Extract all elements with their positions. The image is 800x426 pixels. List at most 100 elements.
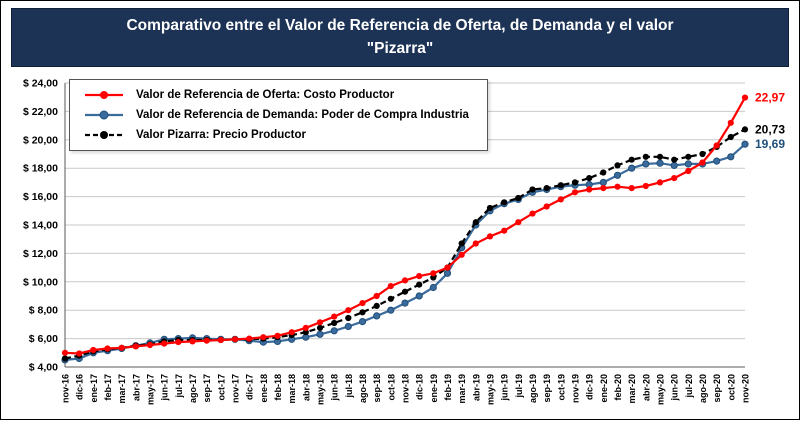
series-0-marker	[472, 239, 479, 247]
x-axis-tick-label: mar-19	[457, 374, 467, 404]
series-0-marker	[246, 335, 253, 342]
x-axis-tick-label: oct-19	[556, 374, 566, 401]
x-axis-tick-label: abr-18	[301, 374, 311, 401]
series-2-marker	[586, 174, 593, 181]
series-0-marker	[331, 313, 338, 320]
x-axis-tick-label: nov-16	[61, 374, 71, 403]
series-0-marker	[118, 344, 125, 351]
legend-marker	[100, 130, 108, 139]
series-0-marker	[387, 282, 394, 289]
x-axis-tick-label: oct-20	[726, 374, 736, 401]
x-axis-tick-label: jul-20	[684, 374, 694, 399]
end-value-label: 22,97	[755, 90, 785, 104]
y-axis-tick-label: $ 6,00	[29, 333, 58, 345]
series-0-marker	[444, 264, 451, 271]
series-2-marker	[671, 156, 678, 163]
x-axis-tick-label: ago-19	[528, 374, 538, 403]
series-2-marker	[316, 324, 324, 331]
x-axis-tick-label: may-19	[486, 374, 496, 405]
series-1-marker	[727, 152, 735, 160]
series-2-marker	[401, 288, 409, 295]
series-0-marker	[104, 344, 111, 352]
series-0-marker	[458, 251, 465, 258]
series-1-marker	[628, 164, 636, 172]
series-0-marker	[288, 328, 295, 335]
x-axis-tick-label: ene-20	[599, 374, 609, 403]
line-chart: $ 4,00 $ 6,00 $ 8,00 $ 10,00 $ 12,00 $ 14,00 $…	[23, 77, 785, 405]
series-2-marker	[685, 153, 692, 160]
series-0-marker	[161, 340, 168, 347]
x-axis-tick-label: jun-20	[670, 374, 680, 402]
x-axis-tick-label: dic-18	[415, 374, 425, 400]
x-axis-tick-label: feb-19	[443, 374, 453, 401]
series-2-marker	[628, 156, 635, 163]
series-0-marker	[76, 349, 83, 357]
series-0-marker	[571, 188, 579, 195]
series-0-marker	[699, 158, 706, 166]
series-1-marker	[656, 159, 664, 167]
x-axis-tick-label: sep-18	[372, 374, 382, 403]
x-axis-tick-label: dic-19	[585, 374, 595, 400]
series-0-marker	[61, 349, 69, 356]
y-axis-tick-label: $ 22,00	[23, 105, 58, 117]
series-0-marker	[217, 336, 224, 343]
chart-area: $ 4,00 $ 6,00 $ 8,00 $ 10,00 $ 12,00 $ 14,00 $…	[1, 69, 800, 421]
end-value-label: 19,69	[755, 137, 785, 151]
series-0-marker	[529, 210, 536, 217]
series-1-marker	[429, 283, 437, 291]
series-1-marker	[741, 140, 749, 148]
x-axis-tick-label: ago-17	[188, 374, 198, 403]
series-0-marker	[175, 338, 182, 345]
series-2-marker	[501, 198, 508, 205]
series-0-marker	[189, 337, 196, 344]
legend-marker	[100, 90, 108, 99]
series-0-marker	[685, 167, 692, 174]
series-2-marker	[416, 281, 423, 288]
x-axis-tick-label: nov-19	[571, 374, 581, 403]
x-axis-tick-label: dic-17	[245, 374, 255, 400]
x-axis-tick-label: ene-18	[259, 374, 269, 403]
x-axis-tick-label: ago-20	[698, 374, 708, 403]
legend-label-oferta: Valor de Referencia de Oferta: Costo Pro…	[136, 88, 395, 101]
series-2-marker	[699, 150, 706, 157]
series-0-marker	[501, 227, 508, 234]
x-axis-tick-label: feb-18	[273, 374, 283, 401]
series-0-marker	[486, 232, 494, 239]
series-1-marker	[415, 291, 423, 300]
x-axis-tick-label: mar-20	[627, 374, 637, 404]
series-0-marker	[543, 202, 550, 210]
series-0-marker	[146, 341, 154, 348]
series-2-marker	[600, 168, 607, 176]
series-2-marker	[345, 314, 352, 321]
series-line-1	[64, 142, 746, 361]
series-0-marker	[430, 269, 437, 276]
x-axis-tick-label: jun-19	[500, 373, 510, 401]
series-1-marker	[358, 317, 367, 325]
series-0-marker	[345, 306, 352, 313]
series-0-marker	[316, 318, 324, 325]
series-2-marker	[656, 153, 664, 160]
x-axis-tick-label: jul-19	[514, 374, 524, 399]
x-axis-tick-label: dic-16	[75, 374, 85, 400]
series-0-marker	[373, 292, 380, 299]
x-axis-tick-label: ene-17	[89, 374, 99, 403]
series-2-marker	[741, 125, 749, 132]
series-2-marker	[614, 161, 621, 168]
series-1-marker	[684, 159, 692, 168]
y-axis-tick-label: $ 4,00	[29, 361, 58, 373]
x-axis-tick-label: jun-18	[330, 374, 340, 402]
x-axis-tick-label: mar-18	[287, 374, 297, 404]
x-axis-tick-label: nov-17	[231, 374, 241, 403]
series-0-marker	[359, 299, 366, 306]
series-2-marker	[331, 319, 338, 326]
x-axis-tick-label: oct-18	[386, 374, 396, 401]
series-0-marker	[557, 195, 564, 202]
series-2-marker	[302, 328, 309, 335]
legend-line-marker-black-icon	[85, 130, 123, 139]
series-0-marker	[656, 178, 664, 185]
series-0-marker	[600, 184, 607, 191]
series-0-marker	[642, 182, 649, 189]
series-1-marker	[373, 311, 381, 319]
x-axis-tick-label: jun-17	[160, 374, 170, 402]
series-1-marker	[344, 322, 352, 330]
